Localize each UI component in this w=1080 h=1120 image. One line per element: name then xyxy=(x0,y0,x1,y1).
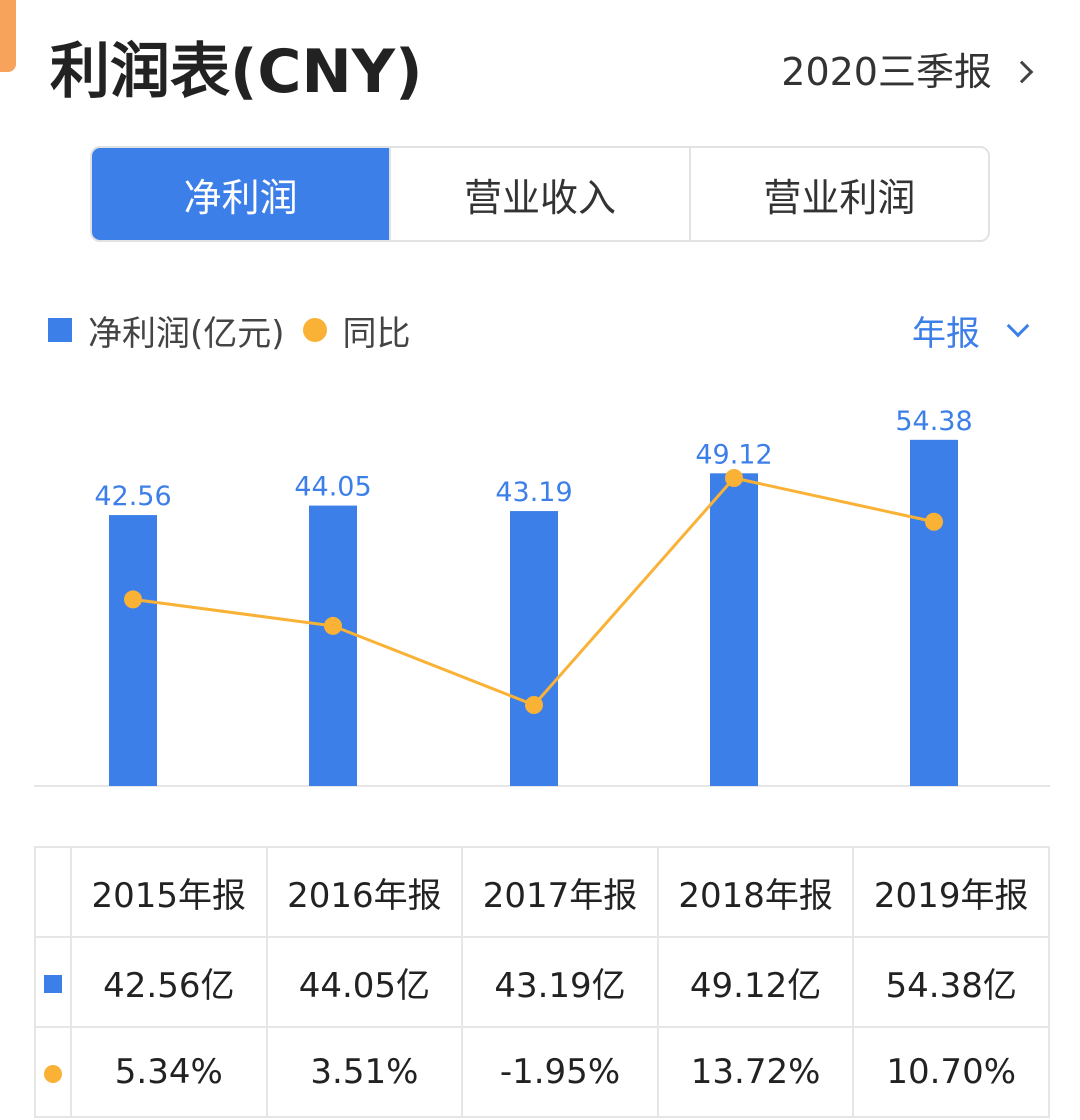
period-type-label: 年报 xyxy=(912,314,980,354)
tab-operating-revenue[interactable]: 营业收入 xyxy=(389,148,689,240)
yoy-cell: 10.70% xyxy=(852,1026,1050,1118)
yoy-point-2016年报 xyxy=(324,616,342,635)
net-profit-cell: 44.05亿 xyxy=(265,936,464,1028)
yoy-cell: 3.51% xyxy=(265,1026,464,1118)
net-profit-cell: 54.38亿 xyxy=(852,936,1050,1028)
bar-2019年报 xyxy=(910,439,958,786)
table-row-yoy: 5.34% 3.51% -1.95% 13.72% 10.70% xyxy=(34,1026,1050,1118)
bar-2016年报 xyxy=(309,505,357,786)
yoy-cell: 13.72% xyxy=(656,1026,855,1118)
table-header-cell: 2018年报 xyxy=(656,846,855,938)
report-period-label: 2020三季报 xyxy=(781,50,992,94)
table-header-cell: 2015年报 xyxy=(70,846,268,938)
net-profit-cell: 49.12亿 xyxy=(656,936,855,1028)
yoy-point-2018年报 xyxy=(725,469,743,487)
dot-marker-icon xyxy=(44,1065,62,1083)
table-row-net-profit: 42.56亿 44.05亿 43.19亿 49.12亿 54.38亿 xyxy=(34,936,1050,1028)
chevron-right-icon xyxy=(1010,60,1034,84)
yoy-row-marker xyxy=(34,1026,72,1118)
report-period-selector[interactable]: 2020三季报 xyxy=(781,44,1040,100)
chart-legend: 净利润(亿元) 同比 年报 xyxy=(48,306,1038,354)
data-table: 2015年报 2016年报 2017年报 2018年报 2019年报 42.56… xyxy=(34,846,1050,1118)
net-profit-chart: 42.56 44.05 43.19 49.12 54.38 xyxy=(34,406,1050,787)
bar-value-label: 42.56 xyxy=(94,481,171,512)
tab-net-profit[interactable]: 净利润 xyxy=(92,148,390,240)
yoy-point-2017年报 xyxy=(525,696,543,714)
bar-legend-label: 净利润(亿元) xyxy=(88,313,285,354)
table-header-cell: 2016年报 xyxy=(265,846,464,938)
square-marker-icon xyxy=(44,975,62,993)
tab-operating-profit[interactable]: 营业利润 xyxy=(688,148,988,240)
metric-tabs: 净利润 营业收入 营业利润 xyxy=(90,146,990,242)
net-profit-row-marker xyxy=(34,936,72,1028)
bar-value-label: 49.12 xyxy=(695,439,772,470)
yoy-point-2015年报 xyxy=(124,590,142,609)
chevron-down-icon xyxy=(1006,314,1030,337)
table-corner-cell xyxy=(34,846,72,938)
bar-2018年报 xyxy=(710,473,758,786)
bar-legend-swatch xyxy=(48,318,72,342)
net-profit-cell: 42.56亿 xyxy=(70,936,268,1028)
yoy-cell: -1.95% xyxy=(461,1026,659,1118)
yoy-point-2019年报 xyxy=(925,512,943,531)
table-header-row: 2015年报 2016年报 2017年报 2018年报 2019年报 xyxy=(34,846,1050,938)
accent-bar xyxy=(0,0,16,72)
bar-2015年报 xyxy=(109,515,157,786)
page-title: 利润表(CNY) xyxy=(50,37,423,107)
bar-2017年报 xyxy=(510,511,558,786)
line-legend-swatch xyxy=(302,318,327,342)
bar-value-label: 43.19 xyxy=(495,477,572,508)
header: 利润表(CNY) 2020三季报 xyxy=(50,30,1040,114)
line-legend-label: 同比 xyxy=(342,313,411,354)
bar-value-label: 54.38 xyxy=(895,406,972,437)
table-header-cell: 2017年报 xyxy=(461,846,659,938)
period-type-dropdown[interactable]: 年报 xyxy=(912,306,1030,355)
table-header-cell: 2019年报 xyxy=(852,846,1050,938)
yoy-cell: 5.34% xyxy=(70,1026,268,1118)
net-profit-cell: 43.19亿 xyxy=(461,936,659,1028)
bar-value-label: 44.05 xyxy=(294,472,371,503)
